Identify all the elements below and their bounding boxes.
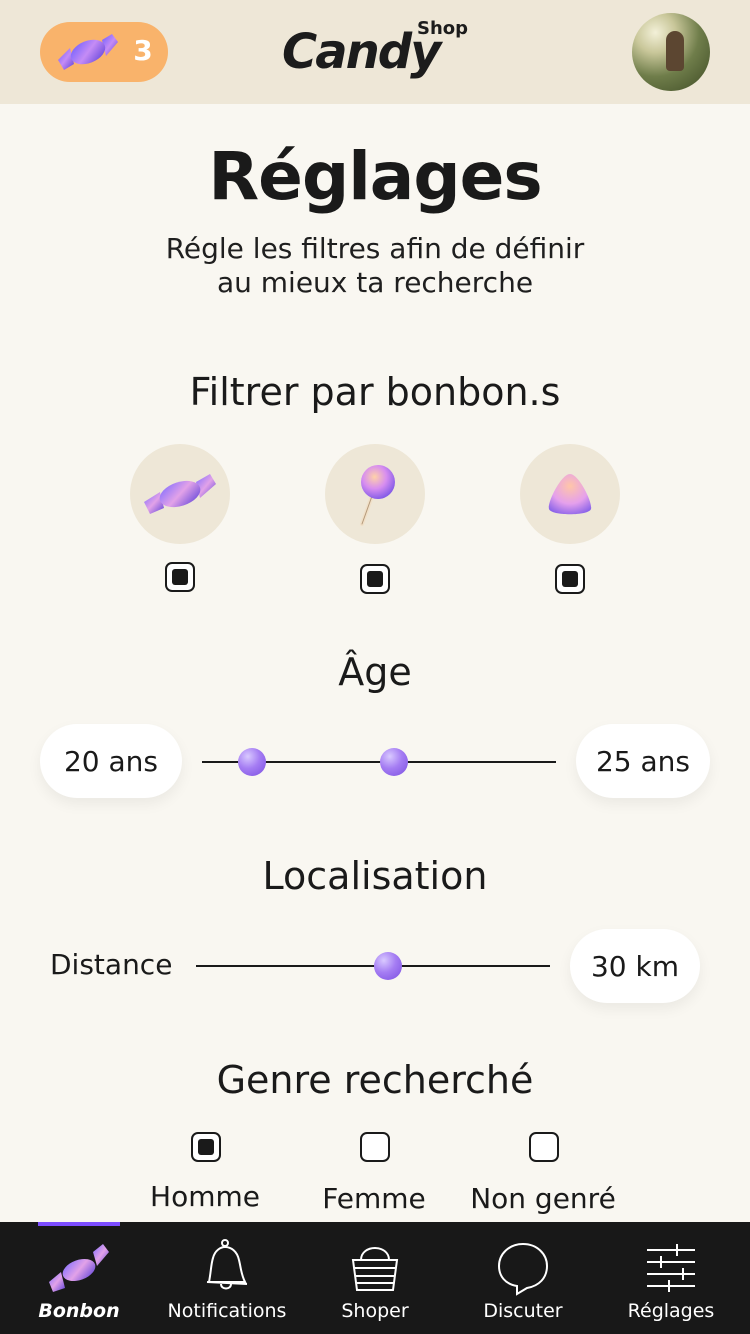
subtitle-line-2: au mieux ta recherche <box>216 266 534 299</box>
candy-filter-title: Filtrer par bonbon.s <box>189 370 561 414</box>
bell-icon <box>206 1239 248 1290</box>
chat-icon <box>497 1242 549 1296</box>
tab-bonbon[interactable]: Bonbon <box>4 1222 154 1334</box>
bottom-tab-bar: Bonbon Notifications Shoper Discuter <box>0 1222 750 1334</box>
genre-femme-checkbox[interactable] <box>360 1132 390 1162</box>
candy-option-gumdrop[interactable] <box>520 444 620 544</box>
gumdrop-icon <box>548 474 592 515</box>
top-header: 3 Candy Shop <box>0 0 750 104</box>
candy-count: 3 <box>133 34 153 67</box>
basket-icon <box>351 1247 399 1291</box>
genre-non-genre-label[interactable]: Non genré <box>470 1182 616 1215</box>
tab-bonbon-label: Bonbon <box>38 1300 120 1322</box>
tab-shoper[interactable]: Shoper <box>300 1222 450 1334</box>
wrapped-candy-icon <box>58 34 118 70</box>
candy-option-gumdrop-checkbox[interactable] <box>555 564 585 594</box>
logo-main-text: Candy <box>282 24 441 80</box>
age-min-pill: 20 ans <box>40 724 182 798</box>
candy-count-badge[interactable]: 3 <box>40 22 168 82</box>
genre-femme-label[interactable]: Femme <box>322 1182 426 1215</box>
candy-option-wrapped-checkbox[interactable] <box>165 562 195 592</box>
tab-notifications-label: Notifications <box>167 1300 287 1322</box>
age-max-slider-handle[interactable] <box>380 748 408 776</box>
candy-option-lollipop[interactable] <box>325 444 425 544</box>
age-min-slider-handle[interactable] <box>238 748 266 776</box>
tab-notifications[interactable]: Notifications <box>152 1222 302 1334</box>
distance-slider-handle[interactable] <box>374 952 402 980</box>
page-subtitle: Régle les filtres afin de définir au mie… <box>125 232 625 300</box>
candy-option-wrapped[interactable] <box>130 444 230 544</box>
tab-discuter-label: Discuter <box>483 1300 563 1322</box>
subtitle-line-1: Régle les filtres afin de définir <box>165 232 585 265</box>
genre-homme-checkbox[interactable] <box>191 1132 221 1162</box>
age-title: Âge <box>338 650 412 694</box>
tab-shoper-label: Shoper <box>341 1300 409 1322</box>
genre-homme-label[interactable]: Homme <box>150 1180 260 1213</box>
age-max-pill: 25 ans <box>576 724 710 798</box>
tab-reglages-label: Réglages <box>627 1300 715 1322</box>
user-avatar[interactable] <box>632 13 710 91</box>
page-title: Réglages <box>208 138 542 215</box>
distance-value-pill: 30 km <box>570 929 700 1003</box>
genre-title: Genre recherché <box>216 1058 534 1102</box>
avatar-figure <box>666 31 684 71</box>
tab-reglages[interactable]: Réglages <box>596 1222 746 1334</box>
age-slider-track[interactable] <box>202 761 556 763</box>
location-title: Localisation <box>262 854 488 898</box>
tab-discuter[interactable]: Discuter <box>448 1222 598 1334</box>
distance-slider-track[interactable] <box>196 965 550 967</box>
active-tab-indicator <box>38 1222 120 1226</box>
app-logo: Candy Shop <box>282 14 472 90</box>
wrapped-candy-icon <box>144 474 216 514</box>
candy-icon <box>49 1244 109 1292</box>
candy-option-lollipop-checkbox[interactable] <box>360 564 390 594</box>
lollipop-icon <box>360 465 395 526</box>
distance-label: Distance <box>50 948 173 981</box>
logo-sub-text: Shop <box>417 18 469 39</box>
genre-non-genre-checkbox[interactable] <box>529 1132 559 1162</box>
sliders-icon <box>647 1244 695 1292</box>
